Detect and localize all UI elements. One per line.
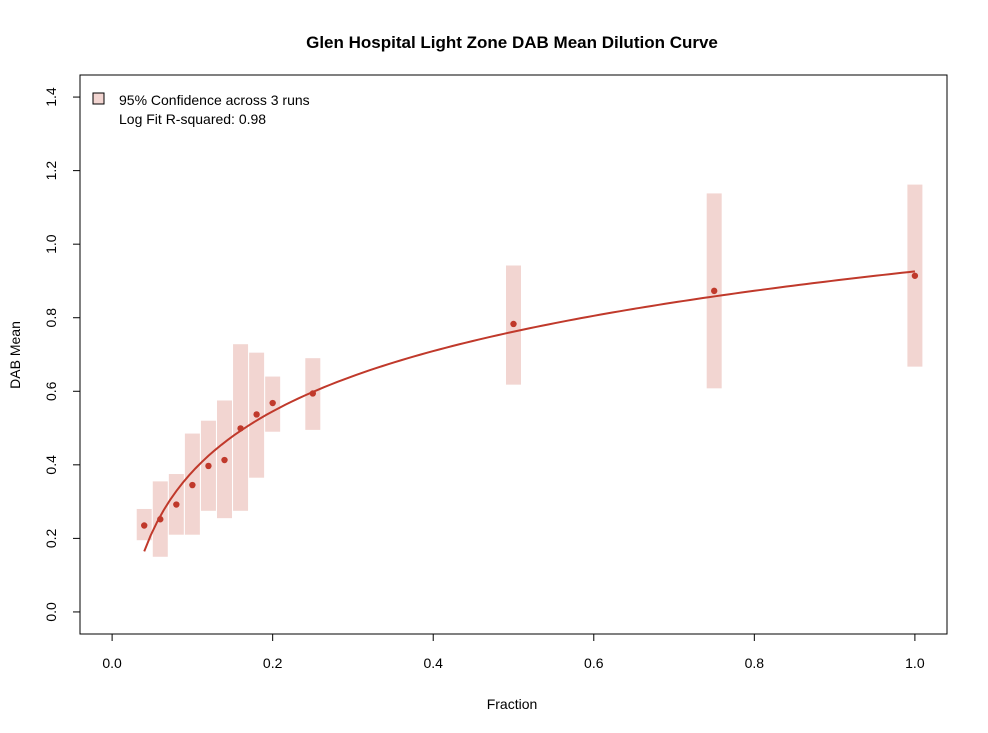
data-point-3 [189,481,196,489]
x-axis-label: Fraction [487,696,538,712]
x-tick-label-4: 0.8 [745,655,765,671]
data-points [141,272,919,529]
y-tick-label-1: 0.2 [43,528,59,548]
data-point-6 [237,425,244,432]
legend-entry-fit: Log Fit R-squared: 0.98 [119,111,266,127]
x-axis: 0.0 0.2 0.4 0.6 0.8 1.0 [102,633,925,671]
data-point-7 [253,411,260,418]
x-tick-label-2: 0.4 [423,655,443,671]
legend-entry-confidence: 95% Confidence across 3 runs [119,92,310,108]
confidence-bands [136,184,923,557]
data-point-9 [309,390,317,397]
y-tick-label-2: 0.4 [43,455,59,475]
y-tick-label-6: 1.2 [43,161,59,181]
y-tick-label-0: 0.0 [43,602,59,622]
data-point-12 [911,272,919,279]
y-tick-label-4: 0.8 [43,308,59,328]
data-point-11 [710,287,718,295]
log-fit-line [143,270,915,552]
data-point-0 [141,522,148,529]
data-point-8 [269,399,276,407]
legend-swatch [92,92,105,105]
y-tick-label-3: 0.6 [43,381,59,401]
legend: 95% Confidence across 3 runs Log Fit R-s… [92,92,310,127]
x-tick-label-0: 0.0 [102,655,122,671]
data-point-2 [173,501,180,508]
data-point-5 [221,456,228,464]
y-axis-label: DAB Mean [7,321,23,389]
chart-title: Glen Hospital Light Zone DAB Mean Diluti… [306,33,718,52]
data-point-1 [157,516,164,523]
x-tick-label-5: 1.0 [905,655,925,671]
x-tick-label-3: 0.6 [584,655,604,671]
y-tick-label-5: 1.0 [43,234,59,254]
data-point-10 [510,320,517,328]
y-tick-label-7: 1.4 [43,87,59,107]
data-point-4 [205,462,212,470]
x-tick-label-1: 0.2 [263,655,283,671]
y-axis: 0.0 0.2 0.4 0.6 0.8 1.0 1.2 1.4 [43,87,81,622]
